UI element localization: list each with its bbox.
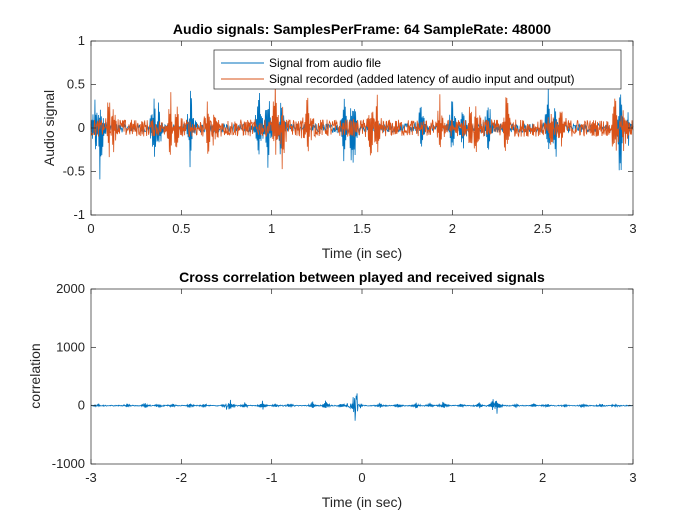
audio-signals-y-ticks: -1 -0.5 0 0.5 1: [63, 33, 633, 222]
cross-correlation-xlabel: Time (in sec): [322, 494, 402, 510]
audio-signals-ylabel: Audio signal: [41, 90, 57, 166]
cross-correlation-y-tick-label: -1000: [52, 456, 85, 471]
cross-correlation-y-ticks: -1000 0 1000 2000: [52, 281, 633, 471]
audio-signals-xlabel: Time (in sec): [322, 245, 402, 261]
audio-signals-x-tick-label: 2: [449, 221, 456, 236]
audio-signals-y-tick-label: 1: [78, 33, 85, 48]
cross-correlation-x-tick-label: -2: [176, 470, 188, 485]
cross-correlation-x-tick-label: 2: [539, 470, 546, 485]
legend-box: [213, 49, 622, 90]
audio-signals-x-tick-label: 0: [87, 221, 94, 236]
audio-signals-x-tick-label: 1.5: [353, 221, 371, 236]
cross-correlation-axes: Cross correlation between played and rec…: [27, 269, 637, 510]
cross-correlation-y-tick-label: 2000: [56, 281, 85, 296]
cross-correlation-ylabel: correlation: [27, 343, 43, 408]
legend-label-recorded: Signal recorded (added latency of audio …: [269, 72, 575, 86]
cross-correlation-lines: [90, 393, 634, 421]
audio-signals-y-tick-label: -1: [73, 207, 85, 222]
cross-correlation-x-ticks: -3 -2 -1 0 1 2 3: [85, 289, 637, 485]
audio-signals-y-tick-label: 0: [78, 120, 85, 135]
cross-correlation-x-tick-label: 3: [629, 470, 636, 485]
audio-signals-lines: [90, 77, 634, 180]
cross-correlation-y-tick-label: 1000: [56, 339, 85, 354]
cross-correlation-series-0-line: [90, 393, 634, 421]
cross-correlation-x-tick-label: -1: [266, 470, 278, 485]
cross-correlation-y-tick-label: 0: [78, 398, 85, 413]
audio-signals-x-tick-label: 2.5: [534, 221, 552, 236]
audio-signals-x-tick-label: 1: [268, 221, 275, 236]
audio-signals-series-1-line: [90, 77, 634, 170]
audio-signals-x-tick-label: 3: [629, 221, 636, 236]
audio-signals-y-tick-label: -0.5: [63, 164, 85, 179]
legend-label-audio-file: Signal from audio file: [269, 56, 381, 70]
cross-correlation-frame: [91, 289, 633, 464]
cross-correlation-plot-area: [90, 288, 634, 465]
audio-signals-x-tick-label: 0.5: [172, 221, 190, 236]
audio-signals-axes: Audio signals: SamplesPerFrame: 64 Sampl…: [41, 21, 637, 261]
cross-correlation-title: Cross correlation between played and rec…: [179, 269, 545, 285]
audio-signals-x-ticks: 0 0.5 1 1.5 2 2.5 3: [87, 41, 637, 236]
audio-signals-title: Audio signals: SamplesPerFrame: 64 Sampl…: [173, 21, 551, 37]
legend: Signal from audio file Signal recorded (…: [213, 49, 622, 90]
cross-correlation-x-tick-label: 0: [358, 470, 365, 485]
cross-correlation-x-tick-label: -3: [85, 470, 97, 485]
cross-correlation-x-tick-label: 1: [449, 470, 456, 485]
audio-signals-y-tick-label: 0.5: [67, 77, 85, 92]
